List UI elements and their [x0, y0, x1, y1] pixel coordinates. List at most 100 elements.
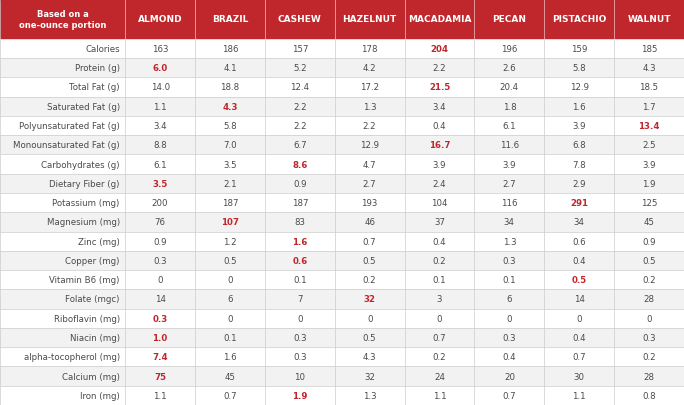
Text: 3.9: 3.9: [503, 160, 516, 169]
Text: Carbohydrates (g): Carbohydrates (g): [41, 160, 120, 169]
Text: 1.3: 1.3: [363, 391, 376, 400]
Text: 1.9: 1.9: [642, 179, 656, 188]
Text: Magnesium (mg): Magnesium (mg): [47, 218, 120, 227]
Text: 204: 204: [430, 45, 449, 54]
Text: 24: 24: [434, 372, 445, 381]
Text: Zinc (mg): Zinc (mg): [78, 237, 120, 246]
Text: 2.4: 2.4: [433, 179, 447, 188]
Text: 0.7: 0.7: [503, 391, 516, 400]
Text: 0.7: 0.7: [363, 237, 376, 246]
Text: 20.4: 20.4: [500, 83, 519, 92]
Text: 2.9: 2.9: [573, 179, 586, 188]
Bar: [0, 59, 684, 78]
Text: Dietary Fiber (g): Dietary Fiber (g): [49, 179, 120, 188]
Bar: [0, 117, 684, 136]
Text: 1.9: 1.9: [292, 391, 308, 400]
Text: 18.8: 18.8: [220, 83, 239, 92]
Text: 0: 0: [507, 314, 512, 323]
Text: 2.5: 2.5: [642, 141, 656, 150]
Text: 14.0: 14.0: [150, 83, 170, 92]
Text: 30: 30: [574, 372, 585, 381]
Bar: [0, 309, 684, 328]
Text: 0.7: 0.7: [573, 352, 586, 361]
Text: Iron (mg): Iron (mg): [80, 391, 120, 400]
Text: 4.3: 4.3: [222, 102, 238, 111]
Text: 6.0: 6.0: [153, 64, 168, 73]
Text: 0.3: 0.3: [153, 256, 167, 265]
Text: 1.1: 1.1: [433, 391, 447, 400]
Text: 13.4: 13.4: [638, 122, 660, 131]
Text: 0: 0: [157, 275, 163, 285]
Text: 0.3: 0.3: [293, 333, 306, 342]
Text: 0.1: 0.1: [223, 333, 237, 342]
Text: 75: 75: [154, 372, 166, 381]
Text: 6: 6: [507, 295, 512, 304]
Bar: [0, 136, 684, 155]
Text: 0.4: 0.4: [573, 256, 586, 265]
Text: 3.4: 3.4: [153, 122, 167, 131]
Text: Total Fat (g): Total Fat (g): [69, 83, 120, 92]
Text: 4.2: 4.2: [363, 64, 376, 73]
Text: 157: 157: [291, 45, 308, 54]
Text: 186: 186: [222, 45, 238, 54]
Text: 159: 159: [571, 45, 588, 54]
Text: 6.1: 6.1: [503, 122, 516, 131]
Text: 14: 14: [574, 295, 585, 304]
Text: MACADAMIA: MACADAMIA: [408, 15, 471, 24]
Text: 4.3: 4.3: [642, 64, 656, 73]
Text: 2.1: 2.1: [223, 179, 237, 188]
Text: Potassium (mg): Potassium (mg): [53, 198, 120, 208]
Text: 0.1: 0.1: [293, 275, 306, 285]
Text: 0.3: 0.3: [642, 333, 656, 342]
Text: 1.6: 1.6: [223, 352, 237, 361]
Bar: [0, 367, 684, 386]
Text: 0: 0: [646, 314, 652, 323]
Text: 83: 83: [294, 218, 305, 227]
Text: 178: 178: [361, 45, 378, 54]
Text: Saturated Fat (g): Saturated Fat (g): [47, 102, 120, 111]
Text: 2.2: 2.2: [363, 122, 376, 131]
Text: 7.4: 7.4: [153, 352, 168, 361]
Bar: [0, 97, 684, 117]
Text: Monounsaturated Fat (g): Monounsaturated Fat (g): [13, 141, 120, 150]
Text: 34: 34: [504, 218, 515, 227]
Text: 28: 28: [644, 295, 655, 304]
Text: 20: 20: [504, 372, 515, 381]
Text: 11.6: 11.6: [500, 141, 519, 150]
Text: 45: 45: [224, 372, 235, 381]
Bar: [0, 328, 684, 347]
Bar: [0, 386, 684, 405]
Text: 1.6: 1.6: [573, 102, 586, 111]
Text: 0.5: 0.5: [363, 256, 376, 265]
Text: 2.7: 2.7: [363, 179, 376, 188]
Text: 2.2: 2.2: [433, 64, 447, 73]
Text: 0.2: 0.2: [642, 352, 656, 361]
Text: alpha-tocopherol (mg): alpha-tocopherol (mg): [23, 352, 120, 361]
Text: 107: 107: [221, 218, 239, 227]
Text: 3.5: 3.5: [223, 160, 237, 169]
Text: 125: 125: [641, 198, 657, 208]
Text: 45: 45: [644, 218, 655, 227]
Text: 200: 200: [152, 198, 168, 208]
Bar: [0, 251, 684, 271]
Bar: [0, 271, 684, 290]
Bar: [0, 40, 684, 59]
Text: PISTACHIO: PISTACHIO: [552, 15, 607, 24]
Text: 0.3: 0.3: [293, 352, 306, 361]
Text: 193: 193: [361, 198, 378, 208]
Text: 1.7: 1.7: [642, 102, 656, 111]
Text: PECAN: PECAN: [492, 15, 527, 24]
Text: 12.4: 12.4: [290, 83, 309, 92]
Text: 2.2: 2.2: [293, 122, 306, 131]
Text: 0.9: 0.9: [153, 237, 167, 246]
Text: 187: 187: [291, 198, 308, 208]
Text: 1.3: 1.3: [363, 102, 376, 111]
Text: 0.2: 0.2: [363, 275, 376, 285]
Text: 1.1: 1.1: [573, 391, 586, 400]
Text: 12.9: 12.9: [570, 83, 589, 92]
Text: 3.4: 3.4: [433, 102, 447, 111]
Text: Calcium (mg): Calcium (mg): [62, 372, 120, 381]
Text: 0.2: 0.2: [642, 275, 656, 285]
Text: 0.4: 0.4: [433, 237, 447, 246]
Text: 5.2: 5.2: [293, 64, 306, 73]
